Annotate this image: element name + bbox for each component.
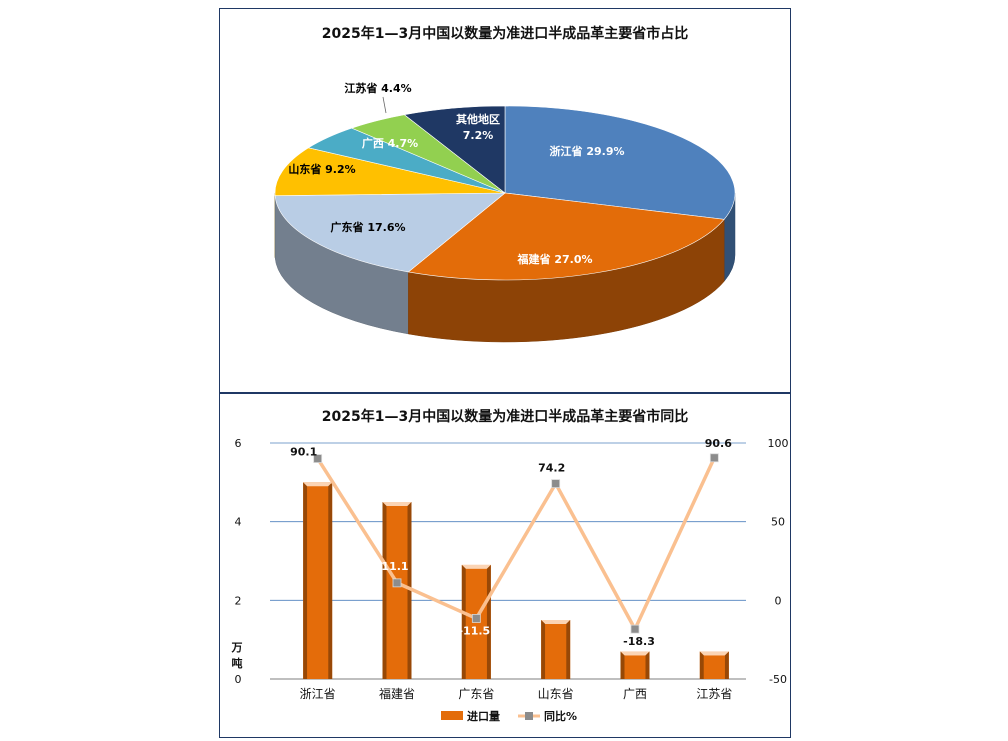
pie-label-name: 其他地区 bbox=[456, 112, 500, 126]
line-data-label: 90.1 bbox=[290, 446, 317, 459]
pie-label: 江苏省 4.4% bbox=[344, 81, 411, 95]
bar-face bbox=[307, 486, 329, 679]
y-axis-label: 吨 bbox=[232, 656, 243, 670]
bar-bevel-left bbox=[461, 564, 466, 679]
legend-line-marker bbox=[525, 712, 533, 720]
right-axis-tick: -50 bbox=[769, 673, 787, 686]
bar-bevel-left bbox=[303, 482, 308, 679]
line-series bbox=[316, 457, 716, 631]
bar-bevel-right bbox=[566, 620, 571, 679]
bar-bevel-top bbox=[699, 651, 729, 656]
y-axis-label: 万 bbox=[231, 641, 243, 654]
line-data-label: -11.5 bbox=[458, 624, 490, 637]
pie-label: 福建省 27.0% bbox=[517, 252, 593, 266]
legend-line-label: 同比% bbox=[544, 709, 577, 723]
right-axis-tick: 50 bbox=[771, 516, 785, 529]
bar-bevel-right bbox=[407, 502, 412, 679]
pie-slice bbox=[403, 105, 506, 194]
pie-slice bbox=[504, 105, 736, 220]
right-axis-tick: 0 bbox=[775, 594, 782, 607]
legend-bar-label: 进口量 bbox=[467, 709, 500, 723]
bar-face bbox=[703, 655, 725, 679]
bar-bevel-right bbox=[645, 651, 650, 679]
bar-face bbox=[545, 624, 567, 679]
bar-bevel-top bbox=[303, 482, 333, 487]
bar-face bbox=[465, 568, 487, 679]
pie-label: 广东省 17.6% bbox=[331, 220, 406, 234]
x-axis-category-label: 浙江省 bbox=[300, 687, 336, 701]
bar-bevel-left bbox=[699, 651, 704, 679]
bar-bevel-top bbox=[620, 651, 650, 656]
bar bbox=[303, 482, 333, 679]
line-data-label: 90.6 bbox=[705, 437, 732, 450]
left-axis-tick: 2 bbox=[235, 594, 242, 607]
bar bbox=[620, 651, 650, 679]
bar-bevel-left bbox=[382, 502, 387, 679]
pie-chart-title: 2025年1—3月中国以数量为准进口半成品革主要省市占比 bbox=[321, 26, 689, 42]
line-marker bbox=[630, 624, 640, 634]
line-marker bbox=[313, 454, 323, 463]
line-data-label: 74.2 bbox=[538, 462, 565, 475]
bar-face bbox=[386, 506, 408, 679]
left-axis-tick: 4 bbox=[235, 516, 242, 529]
line-data-label: -18.3 bbox=[623, 635, 655, 648]
pie-chart-panel: 2025年1—3月中国以数量为准进口半成品革主要省市占比 浙江省 29.9% 福建… bbox=[219, 8, 791, 393]
combo-chart-panel: 2025年1—3月中国以数量为准进口半成品革主要省市同比 0 2 4 6 -50 0 50 1… bbox=[219, 393, 791, 738]
bar-bevel-right bbox=[328, 482, 333, 679]
line-marker bbox=[471, 614, 481, 623]
bar-face bbox=[624, 655, 646, 679]
bar-bevel-left bbox=[541, 620, 546, 679]
pie-label: 浙江省 29.9% bbox=[550, 144, 625, 158]
bar-bevel-top bbox=[541, 620, 571, 624]
combo-chart-title: 2025年1—3月中国以数量为准进口半成品革主要省市同比 bbox=[321, 409, 689, 425]
pie-label-value: 7.2% bbox=[463, 129, 494, 142]
x-axis-category-label: 广西 bbox=[623, 687, 647, 701]
pie-slice bbox=[274, 147, 506, 197]
left-axis-tick: 6 bbox=[235, 437, 242, 450]
line-marker bbox=[551, 479, 561, 488]
legend-bar-swatch bbox=[441, 711, 463, 720]
bar bbox=[699, 651, 729, 679]
line-data-label: 11.1 bbox=[381, 560, 408, 573]
bar-bevel-right bbox=[724, 651, 729, 679]
bar bbox=[541, 620, 571, 679]
line-marker bbox=[392, 578, 402, 588]
bar-bevel-right bbox=[486, 564, 491, 679]
x-axis-category-label: 山东省 bbox=[538, 687, 574, 701]
pie-chart-svg: 浙江省 29.9% 福建省 27.0% 广东省 17.6% 山东省 9.2% 广西 4.… bbox=[274, 81, 736, 343]
pie-slice bbox=[274, 192, 506, 273]
right-axis-tick: 100 bbox=[768, 437, 789, 450]
bar-bevel-top bbox=[461, 564, 491, 569]
x-axis-category-label: 江苏省 bbox=[696, 687, 732, 701]
x-axis-category-label: 福建省 bbox=[379, 686, 415, 701]
pie-label: 广西 4.7% bbox=[362, 136, 418, 150]
bar-bevel-top bbox=[382, 502, 412, 506]
bar-bevel-left bbox=[620, 651, 625, 679]
combo-chart-svg: 0 2 4 6 -50 0 50 100 万吨 90.1 11.1 -11.5 74.2 -18.3 90.… bbox=[231, 437, 789, 723]
bar bbox=[382, 502, 412, 679]
pie-leader-line bbox=[382, 96, 387, 114]
x-axis-category-label: 广东省 bbox=[458, 687, 494, 701]
left-axis-tick: 0 bbox=[235, 673, 242, 686]
pie-label: 山东省 9.2% bbox=[288, 162, 355, 176]
line-marker bbox=[709, 453, 719, 463]
pie-slice bbox=[407, 192, 725, 281]
